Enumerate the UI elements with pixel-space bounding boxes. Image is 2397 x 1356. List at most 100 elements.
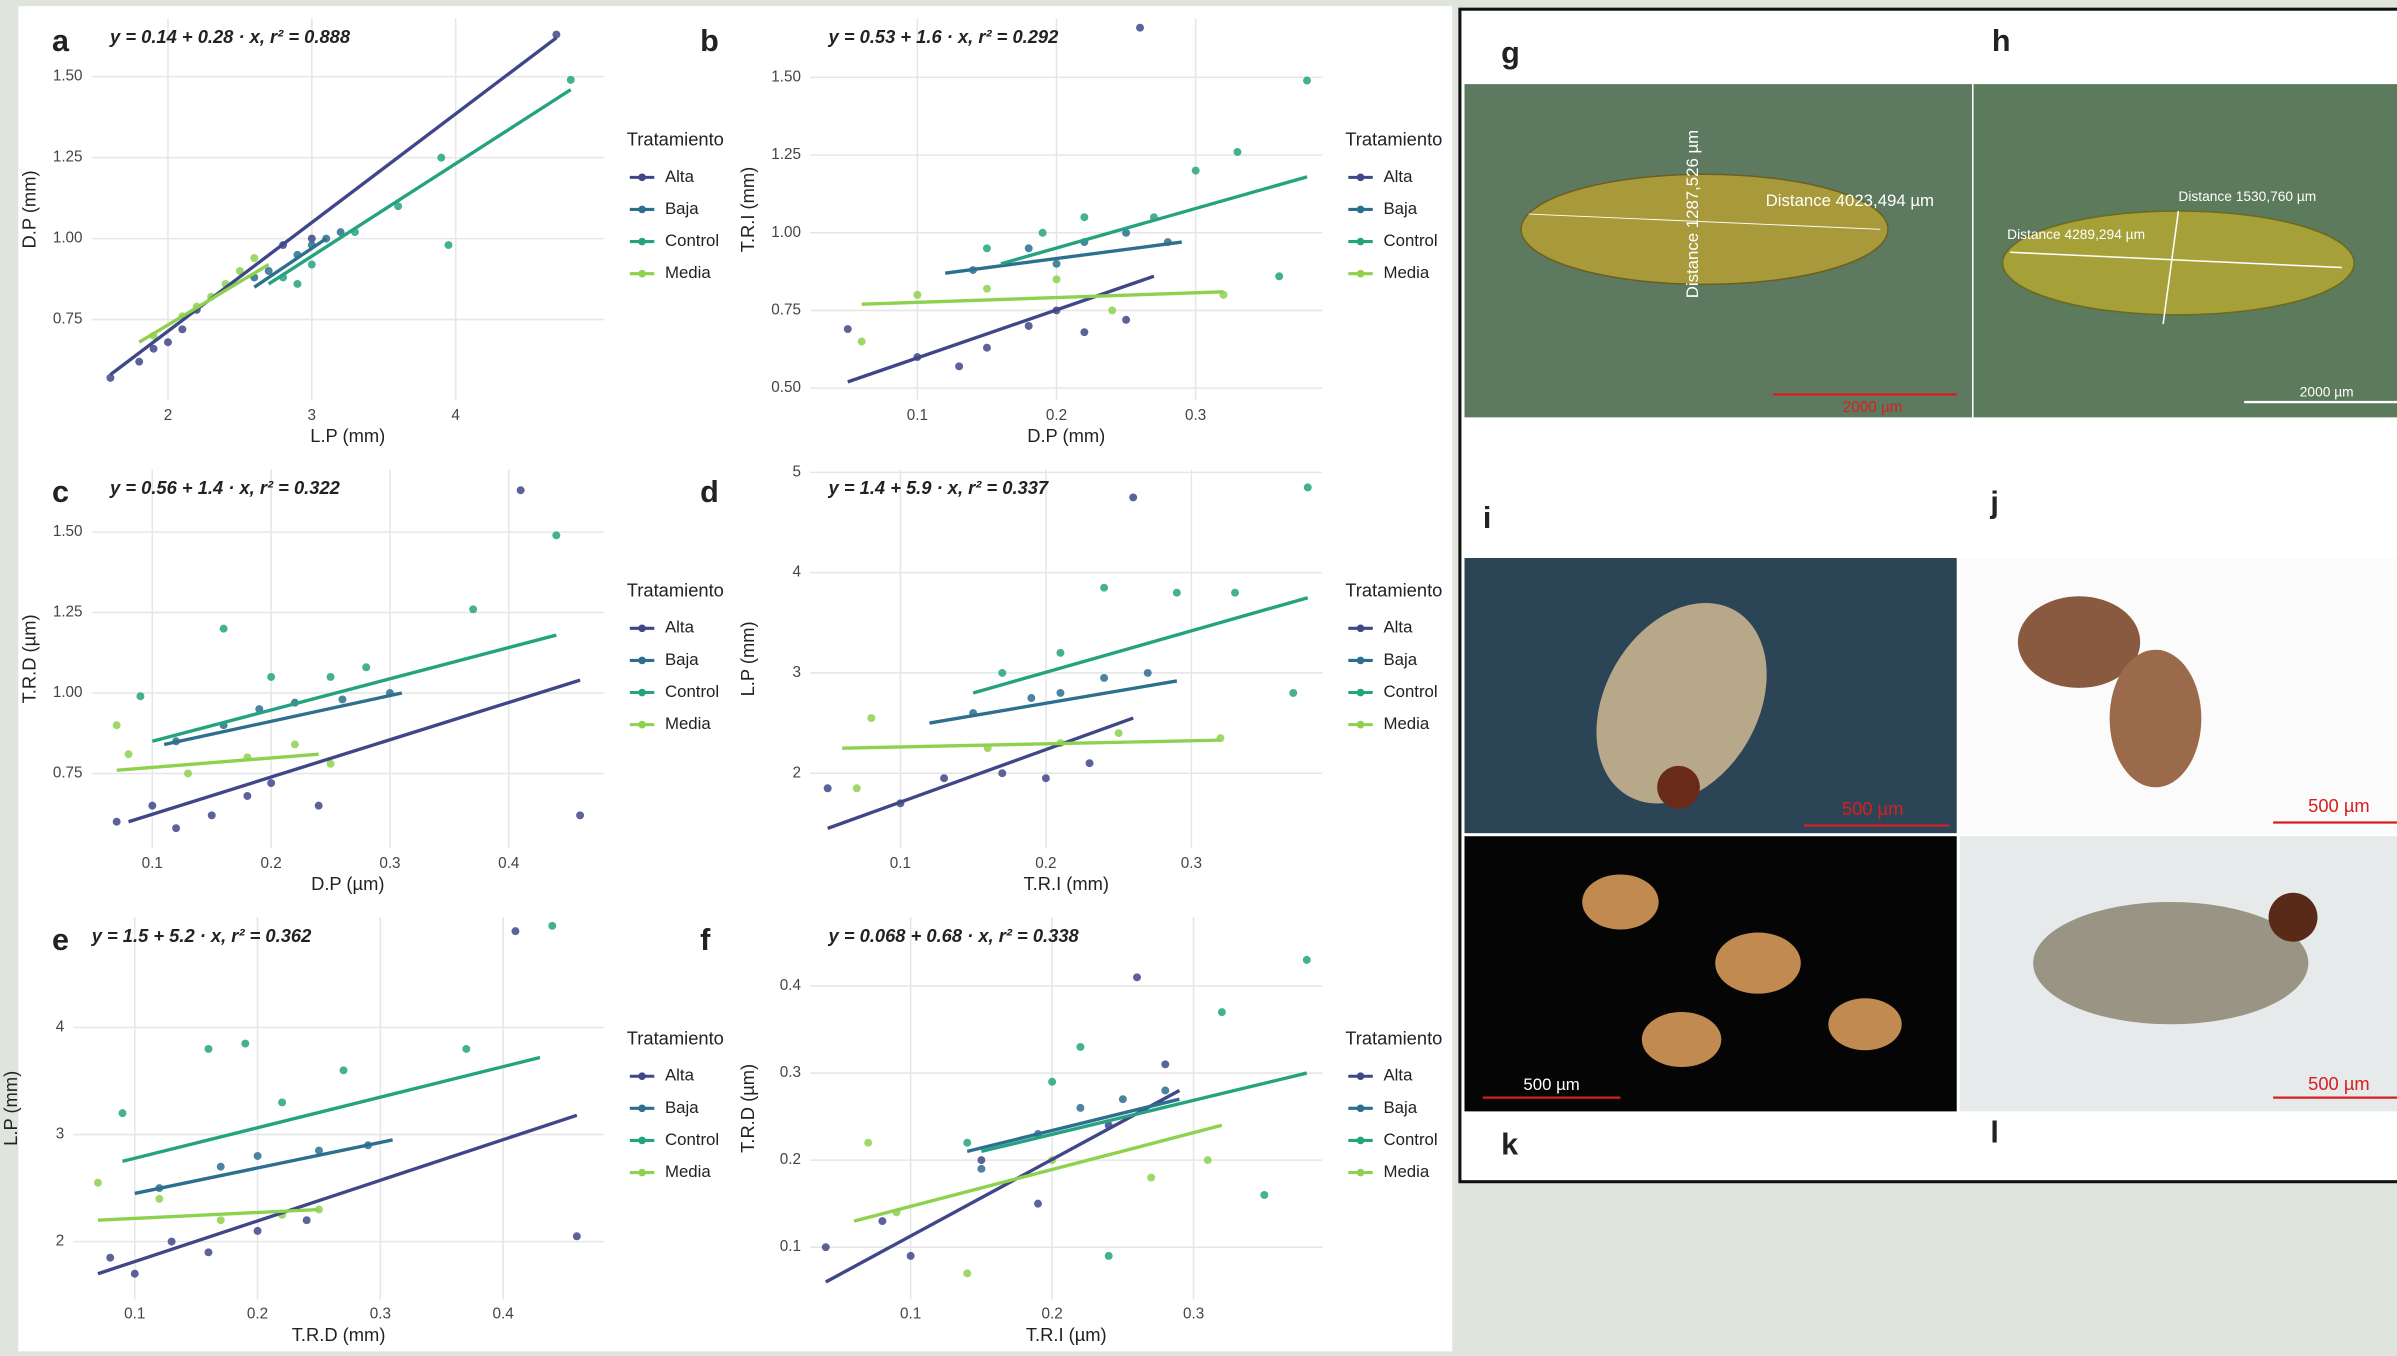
fly-eye xyxy=(1657,765,1700,809)
legend-swatch xyxy=(638,1168,646,1177)
fit-line xyxy=(861,290,1224,306)
fit-line xyxy=(827,716,1134,830)
data-point xyxy=(843,325,852,334)
panel-label: j xyxy=(1989,486,1999,520)
data-point xyxy=(204,1248,213,1257)
data-point xyxy=(821,1243,830,1252)
data-point xyxy=(112,817,121,826)
legend-label: Control xyxy=(665,682,719,701)
x-tick-label: 0.3 xyxy=(370,1306,391,1323)
scale-label: 2000 µm xyxy=(1843,399,1903,416)
larva xyxy=(1520,173,1889,286)
x-axis-title: T.R.D (mm) xyxy=(292,1324,386,1345)
legend-swatch xyxy=(638,205,646,214)
legend-label: Alta xyxy=(1383,167,1413,186)
equation: y = 0.14 + 0.28 · x, r² = 0.888 xyxy=(109,26,351,47)
data-point xyxy=(243,792,252,800)
legend-label: Baja xyxy=(1383,650,1417,669)
fly-eye xyxy=(2268,892,2318,942)
measure-line xyxy=(1528,213,1881,230)
data-point xyxy=(511,927,520,936)
data-point xyxy=(963,1269,972,1278)
legend-label: Baja xyxy=(665,1098,699,1117)
annotation: Distance 4289,294 µm xyxy=(2007,227,2145,242)
data-point xyxy=(1114,729,1123,738)
fit-line xyxy=(972,596,1309,695)
legend-swatch xyxy=(638,1136,646,1145)
fly xyxy=(1641,1012,1722,1068)
measure-line xyxy=(2162,210,2180,325)
fit-line xyxy=(847,274,1155,384)
data-point xyxy=(864,1138,873,1147)
y-axis-title: T.R.D (µm) xyxy=(18,614,39,703)
data-point xyxy=(1275,272,1284,281)
panel-label: k xyxy=(1501,1128,1519,1162)
y-tick-label: 0.2 xyxy=(780,1151,801,1168)
data-point xyxy=(293,279,302,288)
fit-line xyxy=(97,1207,320,1222)
x-tick-label: 0.2 xyxy=(261,855,282,872)
x-tick-label: 0.3 xyxy=(1183,1306,1204,1323)
data-point xyxy=(1172,588,1181,597)
x-tick-label: 0.1 xyxy=(890,855,911,872)
y-tick-label: 0.4 xyxy=(780,977,802,994)
data-point xyxy=(112,721,121,730)
legend-label: Baja xyxy=(1383,1098,1417,1117)
data-point xyxy=(552,531,561,540)
chart-panel-bg xyxy=(18,6,1453,1352)
fit-line xyxy=(109,36,558,376)
y-tick-label: 4 xyxy=(56,1019,65,1036)
data-point xyxy=(338,695,347,704)
data-point xyxy=(963,1138,972,1147)
data-point xyxy=(307,234,316,243)
data-point xyxy=(216,1216,225,1225)
legend-label: Alta xyxy=(1383,618,1413,637)
fit-line xyxy=(151,633,557,743)
x-tick-label: 0.2 xyxy=(1046,407,1067,424)
fit-line xyxy=(824,1089,1181,1284)
fly xyxy=(2109,649,2202,788)
data-point xyxy=(1076,1103,1085,1112)
data-point xyxy=(267,779,276,788)
data-point xyxy=(172,824,181,833)
y-tick-label: 0.75 xyxy=(53,311,83,328)
data-point xyxy=(130,1269,139,1278)
data-point xyxy=(163,338,172,347)
y-axis-title: T.R.I (mm) xyxy=(737,167,758,253)
fit-line xyxy=(929,679,1178,725)
fit-line xyxy=(138,263,270,344)
data-point xyxy=(235,267,244,275)
data-point xyxy=(1161,1060,1170,1069)
data-point xyxy=(576,811,585,820)
data-point xyxy=(118,1109,127,1118)
data-point xyxy=(566,75,575,84)
data-point xyxy=(469,605,478,614)
data-point xyxy=(940,774,949,783)
legend-title: Tratamiento xyxy=(1345,129,1442,150)
data-point xyxy=(216,1162,225,1171)
data-point xyxy=(1303,483,1312,492)
legend-swatch xyxy=(1356,1136,1365,1145)
data-point xyxy=(982,244,991,253)
x-tick-label: 0.1 xyxy=(907,407,928,424)
equation: y = 0.56 + 1.4 · x, r² = 0.322 xyxy=(109,477,340,498)
y-tick-label: 0.1 xyxy=(780,1238,801,1255)
legend-label: Control xyxy=(1383,682,1437,701)
data-point xyxy=(1080,328,1089,337)
data-point xyxy=(1122,315,1131,324)
data-point xyxy=(362,663,371,672)
data-point xyxy=(290,740,299,749)
data-point xyxy=(1289,689,1298,697)
data-point xyxy=(1076,1042,1085,1051)
data-point xyxy=(178,325,187,334)
data-point xyxy=(1041,774,1050,783)
fit-line xyxy=(1000,175,1308,266)
data-point xyxy=(278,1098,287,1107)
panel-label: c xyxy=(52,475,69,509)
x-tick-label: 0.2 xyxy=(247,1306,268,1323)
data-point xyxy=(1161,1086,1170,1095)
y-tick-label: 4 xyxy=(793,564,802,581)
legend-swatch xyxy=(1356,1104,1365,1113)
equation: y = 0.068 + 0.68 · x, r² = 0.338 xyxy=(828,925,1080,946)
